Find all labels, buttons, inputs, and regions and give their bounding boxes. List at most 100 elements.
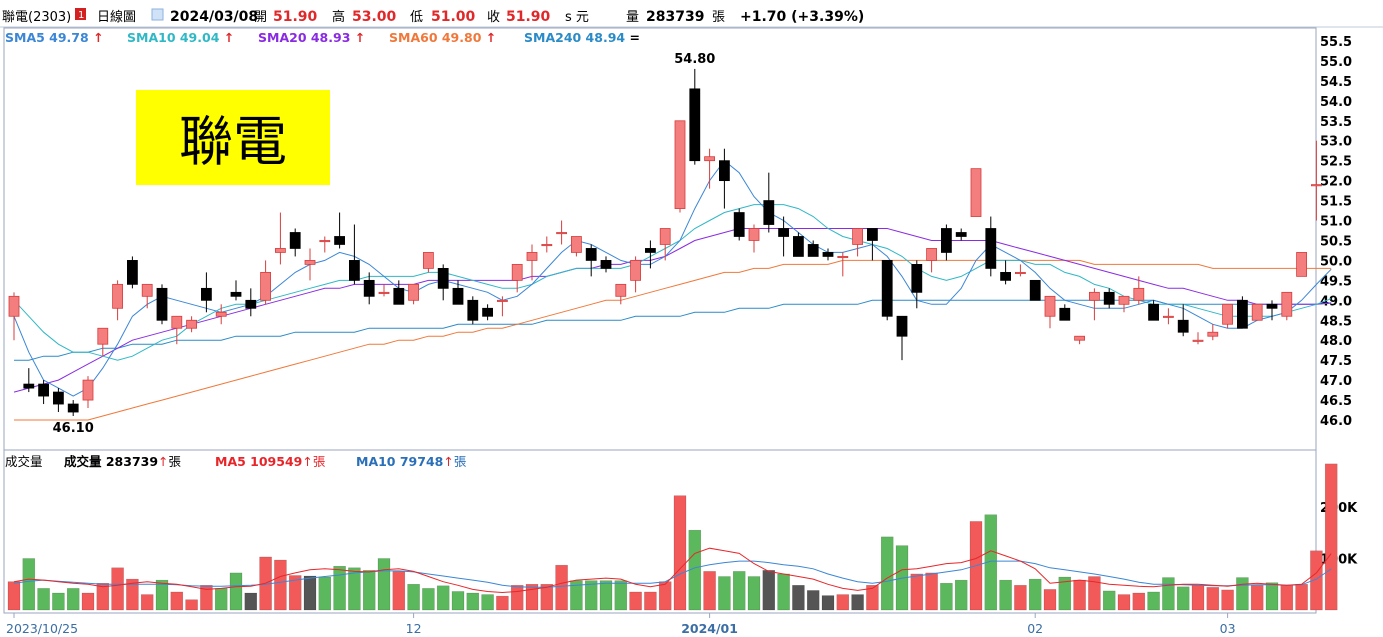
high-value: 53.00 (352, 9, 397, 25)
volume-bar (1324, 463, 1338, 611)
period-label[interactable]: 日線圖 (97, 9, 136, 25)
candle-body (689, 88, 701, 162)
candle (807, 240, 819, 257)
up-arrow-icon: ↑ (443, 454, 453, 469)
sma240-text: SMA240 48.94 (524, 30, 625, 45)
candle (689, 68, 701, 165)
candle (23, 368, 35, 393)
candle-body (112, 283, 123, 309)
volume-bar (599, 580, 613, 611)
x-tick-label: 03 (1220, 621, 1236, 636)
candle-body (1089, 291, 1100, 301)
volume-bar (999, 579, 1012, 611)
candle-body (334, 236, 346, 245)
price-tick-label: 46.5 (1320, 394, 1352, 409)
volume-bar (1176, 586, 1190, 611)
volume-bar (792, 585, 805, 611)
candle-body (748, 228, 760, 241)
candle (852, 228, 863, 257)
volume_ma5-line (13, 547, 1332, 594)
candle (408, 283, 420, 305)
up-arrow-icon: ↑ (93, 30, 103, 45)
candle-body (526, 252, 538, 261)
volume-bar (1295, 584, 1308, 611)
price-tick-label: 47.0 (1320, 374, 1352, 389)
high-annotation: 54.80 (674, 52, 715, 67)
x-axis: 2023/10/25 12 2024/01 02 03 (6, 613, 1236, 636)
ma5-unit: 張 (313, 454, 326, 469)
sma20-legend[interactable]: SMA20 48.93 ↑ (258, 30, 365, 45)
candle (245, 288, 257, 317)
candle (778, 216, 789, 257)
candle-body (1044, 295, 1056, 317)
candle-body (659, 228, 671, 245)
candle-body (1163, 315, 1174, 318)
candle (674, 120, 686, 213)
candle (541, 236, 553, 253)
candle-body (378, 291, 390, 294)
volume-bar (333, 565, 346, 611)
candle (348, 224, 360, 285)
candle-body (348, 260, 360, 281)
volume-bar (1043, 589, 1057, 611)
x-tick-label: 12 (406, 621, 422, 636)
candle (112, 280, 123, 321)
volume-bar (910, 573, 924, 611)
volume-bar (466, 592, 480, 611)
candle (1237, 296, 1248, 329)
volume-bar (1117, 594, 1131, 611)
candle (82, 376, 94, 409)
candle-body (674, 120, 686, 209)
candle (482, 304, 494, 321)
candle (1089, 288, 1100, 321)
sma60-legend[interactable]: SMA60 49.80 ↑ (389, 30, 496, 45)
candle-body (38, 383, 49, 397)
volume-panel-frame (3, 449, 1317, 614)
price-tick-label: 50.5 (1320, 234, 1352, 249)
candle (896, 315, 908, 361)
sma20-text: SMA20 48.93 (258, 30, 350, 45)
volume-bar (200, 585, 213, 611)
candle-body (1015, 271, 1026, 274)
volume-bar (1236, 577, 1249, 611)
volume-bar (1221, 589, 1234, 611)
sma5-legend[interactable]: SMA5 49.78 ↑ (5, 30, 104, 45)
candle-body (852, 228, 863, 245)
dropdown-icon[interactable] (151, 8, 164, 21)
candle-body (215, 311, 227, 317)
volume-bar (1310, 550, 1323, 611)
volume-bar (229, 572, 243, 611)
candle (230, 280, 242, 301)
up-arrow-icon: ↑ (302, 454, 312, 469)
price-tick-label: 48.0 (1320, 334, 1352, 349)
price-tick-label: 54.5 (1320, 75, 1352, 90)
candle-body (837, 256, 849, 259)
volume-bar (422, 588, 435, 611)
badge-text: 1 (78, 10, 84, 21)
volume-bar (22, 558, 36, 611)
volume-bar (1058, 576, 1072, 611)
candle-body (1059, 307, 1071, 321)
volume-bar (836, 594, 850, 611)
candle-body (630, 260, 641, 281)
volume-bar (66, 588, 80, 611)
candle (659, 228, 671, 261)
price-tick-label: 53.5 (1320, 115, 1352, 130)
sma5-text: SMA5 49.78 (5, 30, 89, 45)
candle (496, 296, 508, 317)
candle-body (1266, 303, 1278, 309)
sma60-line (14, 259, 1332, 421)
candle-body (615, 283, 627, 297)
volume-bar (510, 585, 524, 611)
sma10-legend[interactable]: SMA10 49.04 ↑ (127, 30, 234, 45)
candle (793, 232, 804, 257)
vol-text: 成交量 283739 (64, 454, 158, 469)
candle-body (1148, 303, 1159, 321)
candle-body (467, 299, 479, 321)
volume-bar (1102, 590, 1116, 611)
candle-body (289, 232, 301, 249)
sma240-legend[interactable]: SMA240 48.94 = (524, 30, 640, 45)
candle (127, 256, 138, 289)
candle (393, 280, 405, 305)
